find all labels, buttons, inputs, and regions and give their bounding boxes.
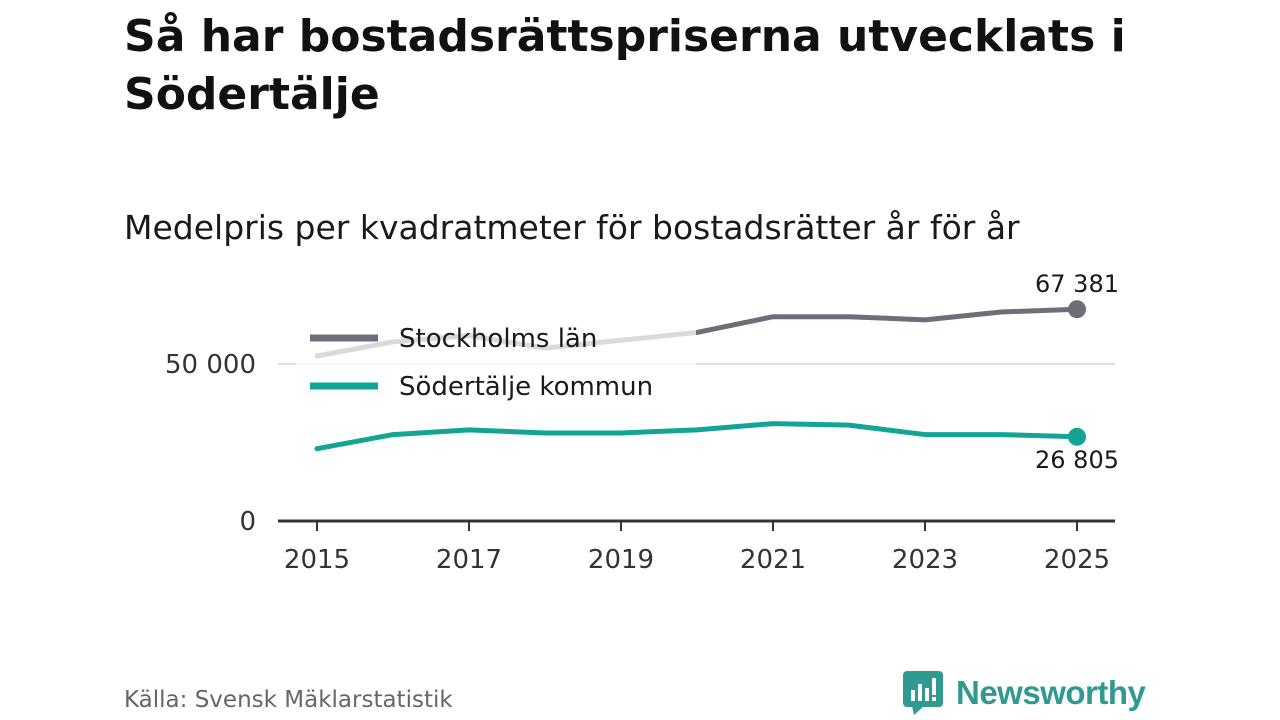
chart-title: Så har bostadsrättspriserna utvecklats i… xyxy=(124,11,1126,120)
end-label-sodertalje-kommun: 26 805 xyxy=(1035,446,1119,474)
newsworthy-logo: Newsworthy xyxy=(902,670,1146,716)
end-point-sodertalje-kommun xyxy=(1068,427,1086,446)
legend-label-sodertalje-kommun: Södertälje kommun xyxy=(399,372,653,402)
y-tick-label-0: 0 xyxy=(239,507,256,537)
x-tick-label-2019: 2019 xyxy=(588,545,654,575)
source-note: Källa: Svensk Mäklarstatistik xyxy=(124,687,453,713)
end-label-stockholms-lan: 67 381 xyxy=(1035,270,1119,298)
legend-backdrop xyxy=(296,316,696,408)
end-point-stockholms-lan xyxy=(1068,300,1086,319)
legend-label-stockholms-lan: Stockholms län xyxy=(399,324,597,354)
y-tick-label-50000: 50 000 xyxy=(165,350,256,380)
x-tick-label-2015: 2015 xyxy=(284,545,350,575)
chart-subtitle: Medelpris per kvadratmeter för bostadsrä… xyxy=(124,208,1020,247)
x-tick-label-2025: 2025 xyxy=(1044,545,1110,575)
x-tick-label-2021: 2021 xyxy=(740,545,806,575)
bar-chart-speech-bubble-icon xyxy=(903,671,943,715)
series-line-sodertalje-kommun xyxy=(314,421,1080,452)
x-tick-label-2023: 2023 xyxy=(892,545,958,575)
brand-name: Newsworthy xyxy=(956,674,1146,711)
x-tick-label-2017: 2017 xyxy=(436,545,502,575)
line-chart: 0 50 000 2015 2017 2019 2021 2023 2025 Stockholm… xyxy=(165,270,1119,575)
